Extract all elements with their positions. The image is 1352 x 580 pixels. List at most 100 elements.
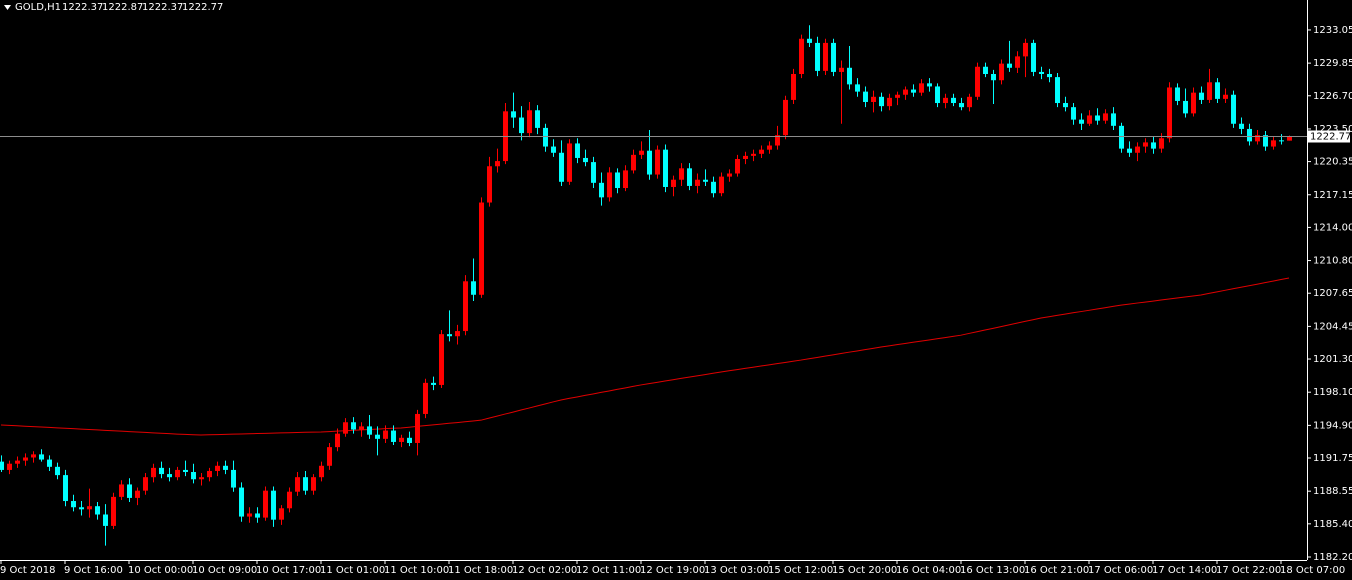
candle-body (471, 281, 476, 295)
candle-body (151, 467, 156, 478)
candle-body (1183, 100, 1188, 114)
x-tick-label: 11 Oct 01:00 (320, 565, 385, 576)
candle-body (255, 513, 260, 518)
y-tick-label: 1229.85 (1313, 58, 1352, 69)
candle-body (103, 514, 108, 526)
header-low: 1222.37 (142, 2, 183, 13)
candle-body (863, 91, 868, 102)
candle-body (367, 426, 372, 435)
y-tick-label: 1210.80 (1313, 256, 1352, 267)
candle-body (1095, 115, 1100, 121)
candle-body (335, 433, 340, 448)
candle-body (399, 437, 404, 442)
y-tick-label: 1220.35 (1313, 157, 1352, 168)
candle-body (527, 110, 532, 134)
candle-body (271, 490, 276, 520)
candle-body (63, 475, 68, 502)
candle-body (839, 67, 844, 72)
candle-body (607, 172, 612, 198)
candle-body (359, 426, 364, 430)
y-tick-label: 1217.15 (1313, 190, 1352, 201)
candle-body (1287, 136, 1292, 141)
candle-body (935, 86, 940, 104)
x-tick-label: 15 Oct 20:00 (832, 565, 897, 576)
candle-body (263, 490, 268, 518)
candle-body (575, 143, 580, 158)
candle-body (415, 413, 420, 443)
candle-body (767, 145, 772, 150)
candle-body (7, 463, 12, 470)
candle-body (759, 149, 764, 154)
candle-body (975, 66, 980, 97)
candle-body (1039, 71, 1044, 75)
candle-body (999, 63, 1004, 81)
candle-body (311, 477, 316, 491)
candle-body (1127, 148, 1132, 153)
x-tick-label: 16 Oct 04:00 (896, 565, 961, 576)
candle-body (775, 135, 780, 146)
candle-body (663, 149, 668, 187)
candle-body (439, 334, 444, 385)
x-tick-label: 11 Oct 10:00 (384, 565, 449, 576)
candle-body (127, 484, 132, 498)
candle-body (567, 143, 572, 182)
candle-body (111, 496, 116, 526)
candle-body (1247, 128, 1252, 142)
candle-body (823, 42, 828, 71)
moving-average (0, 277, 1290, 436)
candle-body (87, 506, 92, 510)
y-tick-label: 1194.90 (1313, 420, 1352, 431)
price-label-box (1308, 130, 1350, 143)
x-tick-label: 9 Oct 2018 (0, 565, 55, 576)
x-tick-label: 17 Oct 14:00 (1152, 565, 1217, 576)
y-tick-label: 1226.70 (1313, 91, 1352, 102)
candle-body (95, 506, 100, 515)
candle-body (1223, 94, 1228, 99)
candle-body (79, 507, 84, 510)
candle-body (711, 181, 716, 194)
y-tick-label: 1185.40 (1313, 519, 1352, 530)
candle-body (495, 161, 500, 167)
candle-body (903, 89, 908, 95)
candle-body (287, 491, 292, 509)
x-tick-label: 10 Oct 00:00 (128, 565, 193, 576)
candle-body (383, 430, 388, 439)
candle-body (807, 38, 812, 43)
candle-body (431, 382, 436, 385)
candle-body (159, 467, 164, 475)
candle-body (23, 457, 28, 461)
candle-body (1151, 142, 1156, 149)
header-close: 1222.77 (182, 2, 223, 13)
candle-body (1047, 74, 1052, 78)
menu-arrow[interactable] (4, 5, 11, 10)
candle-body (927, 83, 932, 87)
candle-body (1215, 82, 1220, 99)
candle-body (695, 179, 700, 186)
candle-body (1007, 63, 1012, 68)
candle-body (231, 469, 236, 488)
candle-body (1239, 123, 1244, 129)
candle-body (0, 461, 4, 470)
candle-body (175, 469, 180, 478)
candle-body (15, 460, 20, 464)
candle-body (727, 173, 732, 177)
x-tick-label: 13 Oct 03:00 (704, 565, 769, 576)
candle-body (1071, 107, 1076, 120)
candle-body (943, 97, 948, 104)
candle-body (207, 470, 212, 478)
candle-body (295, 477, 300, 492)
candle-body (167, 474, 172, 478)
candle-body (1191, 92, 1196, 114)
candle-body (199, 477, 204, 480)
candle-body (583, 157, 588, 163)
candle-body (191, 472, 196, 480)
candle-body (183, 469, 188, 473)
candle-body (615, 172, 620, 189)
candle-body (1263, 135, 1268, 147)
y-tick-label: 1214.00 (1313, 222, 1352, 233)
candle-body (447, 334, 452, 337)
x-tick-label: 15 Oct 12:00 (768, 565, 833, 576)
candle-body (703, 179, 708, 182)
